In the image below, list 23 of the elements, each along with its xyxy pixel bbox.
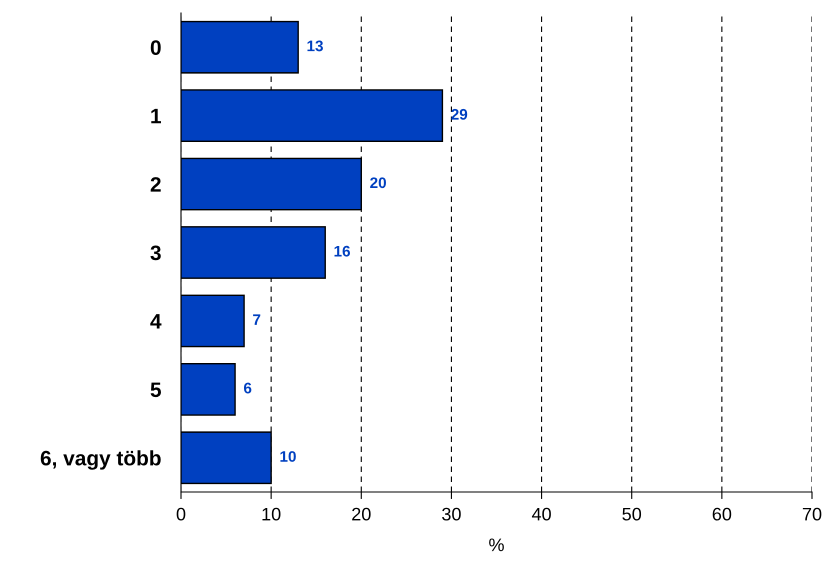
y-tick-label: 0 — [150, 40, 161, 55]
y-tick-label: 2 — [150, 177, 161, 192]
x-tick-label: 50 — [622, 508, 642, 521]
data-label: 10 — [280, 451, 296, 462]
y-tick-label: 4 — [150, 314, 162, 328]
data-label: 6 — [244, 382, 252, 394]
data-label: 20 — [370, 177, 386, 188]
y-tick-label: 3 — [150, 246, 161, 260]
data-label: 29 — [451, 108, 468, 120]
y-tick-label: 6, vagy több — [40, 450, 161, 470]
x-tick-label: 60 — [712, 508, 732, 521]
y-tick-label: 5 — [150, 382, 161, 398]
x-tick-label: 40 — [532, 508, 551, 521]
x-tick-label: 0 — [176, 508, 186, 521]
x-tick-label: 20 — [352, 508, 371, 521]
x-tick-label: 70 — [802, 508, 822, 521]
x-tick-label: 10 — [262, 508, 280, 521]
y-tick-label: 1 — [151, 108, 161, 124]
data-label: 13 — [307, 40, 323, 52]
x-axis-title: % — [489, 538, 504, 552]
data-label: 7 — [253, 314, 260, 325]
data-label: 16 — [334, 246, 350, 257]
x-tick-label: 30 — [442, 508, 461, 521]
